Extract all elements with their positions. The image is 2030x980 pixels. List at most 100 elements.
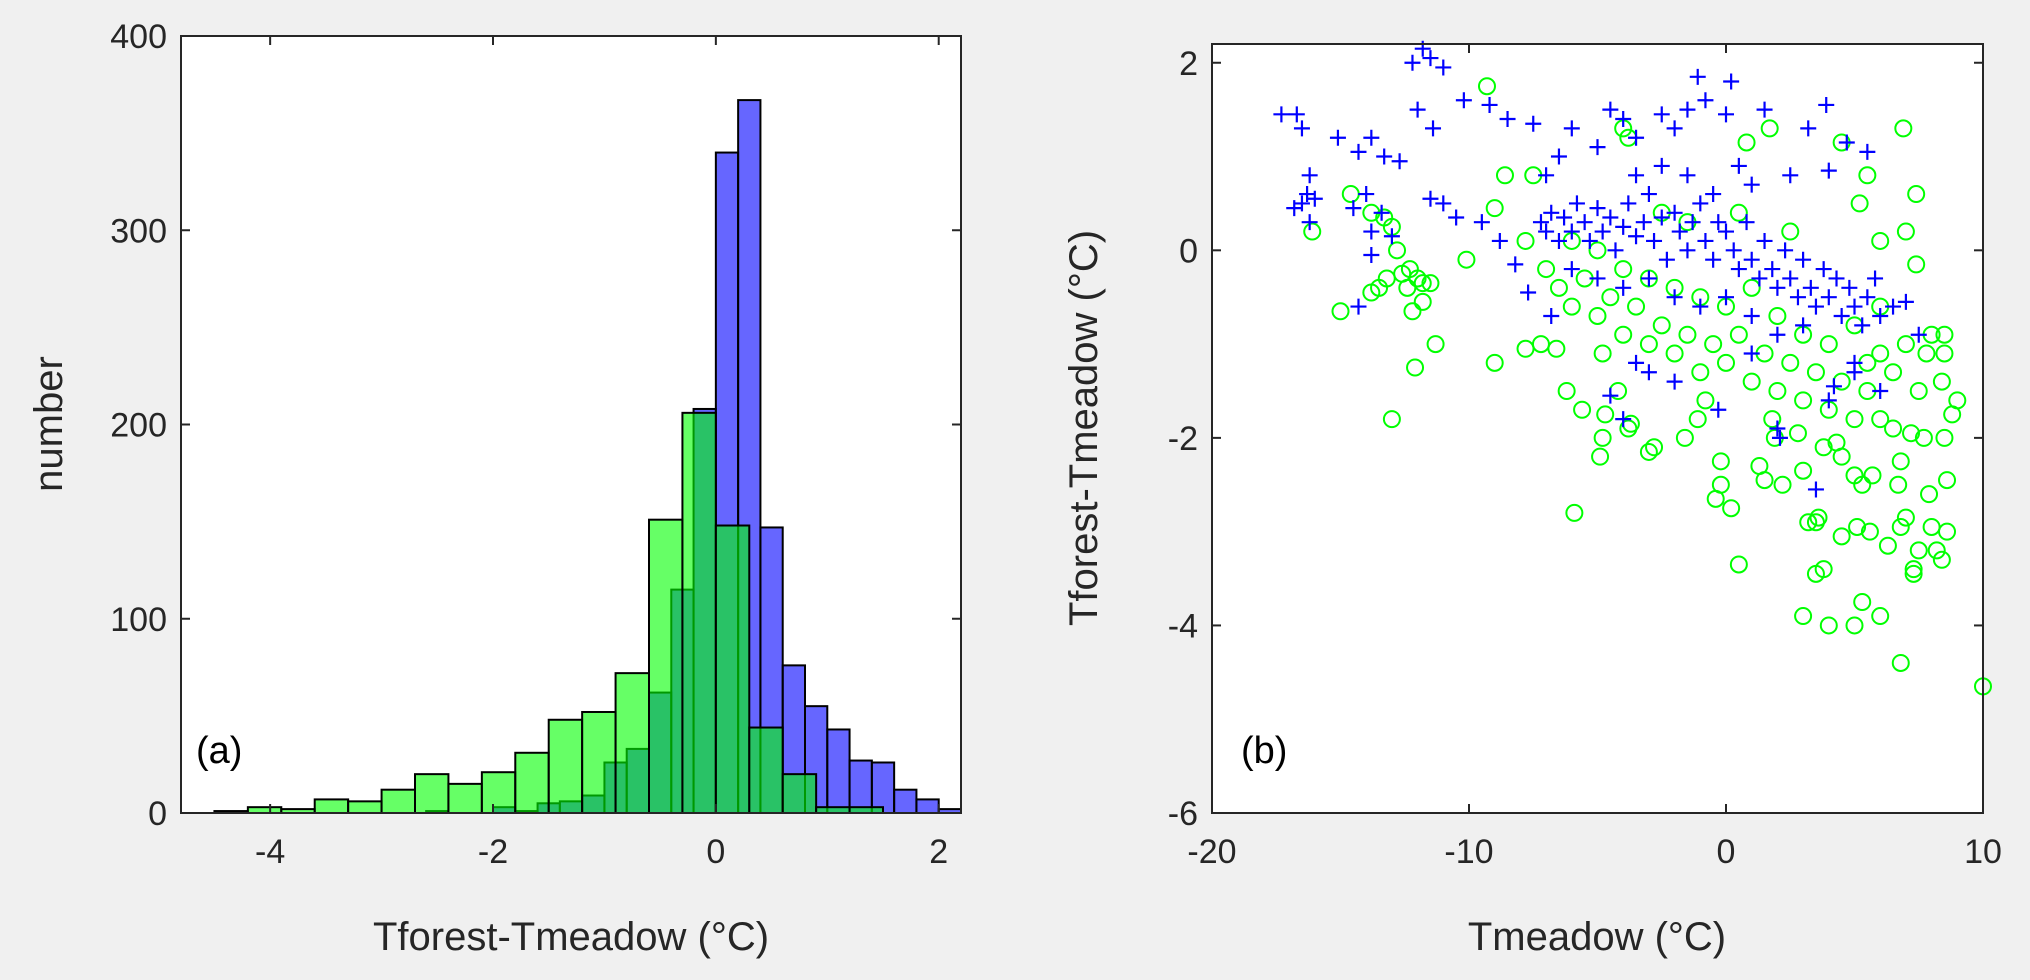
scatter-point-circle	[1485, 353, 1504, 372]
scatter-point-plus	[1563, 223, 1580, 240]
scatter-point-circle	[1639, 442, 1658, 461]
scatter-point-plus	[1628, 167, 1645, 184]
scatter-point-circle	[1871, 607, 1890, 626]
scatter-axes-box	[1211, 43, 1984, 814]
scatter-point-circle	[1920, 485, 1939, 504]
scatter-point-plus	[1859, 289, 1876, 306]
histogram-bar-green	[581, 710, 617, 814]
scatter-point-plus	[1607, 242, 1624, 259]
scatter-point-plus	[1782, 167, 1799, 184]
scatter-point-circle	[1896, 335, 1915, 354]
scatter-point-circle	[1696, 391, 1715, 410]
scatter-point-circle	[1495, 166, 1514, 185]
panel-label-b: (b)	[1241, 730, 1287, 772]
histogram-bar-green	[313, 798, 350, 815]
scatter-point-circle	[1935, 344, 1954, 363]
scatter-point-circle	[1863, 466, 1882, 485]
scatter-point-plus	[1499, 111, 1516, 128]
scatter-point-circle	[1729, 325, 1748, 344]
scatter-point-plus	[1363, 129, 1380, 146]
scatter-point-circle	[1639, 335, 1658, 354]
histogram-bar-blue	[870, 761, 896, 814]
scatter-point-circle	[1382, 410, 1401, 429]
scatter-point-plus	[1550, 232, 1567, 249]
scatter-point-circle	[1938, 522, 1957, 541]
scatter-y-tick-label: -6	[1168, 795, 1198, 833]
scatter-point-plus	[1705, 251, 1722, 268]
scatter-point-circle	[1884, 363, 1903, 382]
scatter-point-plus	[1615, 111, 1632, 128]
scatter-y-tick-label: -2	[1168, 420, 1198, 458]
scatter-point-plus	[1594, 223, 1611, 240]
scatter-point-plus	[1646, 232, 1663, 249]
scatter-point-plus	[1653, 209, 1670, 226]
scatter-point-circle	[1938, 471, 1957, 490]
scatter-point-plus	[1751, 270, 1768, 287]
scatter-y-tick-label: -4	[1168, 607, 1198, 645]
scatter-point-circle	[1627, 297, 1646, 316]
scatter-point-circle	[1565, 503, 1584, 522]
scatter-point-circle	[1814, 438, 1833, 457]
histogram-panel: -4 -2 0 2 0 100 200 300 400 (a) Tforest-Tmeadow …	[27, 18, 963, 959]
scatter-point-circle	[1562, 297, 1581, 316]
scatter-point-plus	[1769, 279, 1786, 296]
scatter-point-circle	[1421, 274, 1440, 293]
scatter-point-plus	[1602, 209, 1619, 226]
scatter-point-plus	[1658, 251, 1675, 268]
histogram-x-tick-label: -4	[255, 833, 285, 871]
scatter-point-plus	[1615, 411, 1632, 428]
scatter-point-circle	[1891, 653, 1910, 672]
scatter-point-plus	[1666, 204, 1683, 221]
scatter-point-plus	[1841, 279, 1858, 296]
scatter-point-plus	[1725, 242, 1742, 259]
scatter-point-plus	[1435, 195, 1452, 212]
scatter-point-plus	[1764, 261, 1781, 278]
scatter-point-circle	[1773, 475, 1792, 494]
scatter-point-circle	[1760, 119, 1779, 138]
histogram-bar-blue	[915, 798, 940, 815]
scatter-point-plus	[1288, 106, 1305, 123]
scatter-point-plus	[1543, 204, 1560, 221]
scatter-point-plus	[1491, 232, 1508, 249]
scatter-point-circle	[1907, 255, 1926, 274]
scatter-point-circle	[1588, 241, 1607, 260]
scatter-point-plus	[1807, 481, 1824, 498]
scatter-point-circle	[1871, 410, 1890, 429]
scatter-point-circle	[1768, 381, 1787, 400]
scatter-point-circle	[1722, 499, 1741, 518]
scatter-point-plus	[1769, 326, 1786, 343]
histogram-axes-box	[180, 35, 962, 814]
scatter-point-plus	[1666, 120, 1683, 137]
scatter-point-circle	[1426, 335, 1445, 354]
scatter-x-tick-label: -10	[1444, 833, 1493, 871]
scatter-point-plus	[1550, 148, 1567, 165]
scatter-point-plus	[1705, 186, 1722, 203]
scatter-point-circle	[1737, 133, 1756, 152]
scatter-point-plus	[1358, 186, 1375, 203]
scatter-point-circle	[1413, 274, 1432, 293]
scatter-point-plus	[1455, 92, 1472, 109]
scatter-point-plus	[1820, 289, 1837, 306]
scatter-point-circle	[1403, 302, 1422, 321]
histogram-bar-green	[514, 751, 550, 814]
scatter-point-circle	[1794, 391, 1813, 410]
scatter-point-plus	[1422, 50, 1439, 67]
histogram-y-tick-label: 400	[110, 18, 167, 56]
scatter-point-plus	[1710, 401, 1727, 418]
scatter-point-plus	[1910, 326, 1927, 343]
scatter-point-plus	[1538, 223, 1555, 240]
scatter-point-plus	[1628, 228, 1645, 245]
histogram-y-axis-label: number	[27, 356, 71, 492]
scatter-point-circle	[1516, 231, 1535, 250]
histogram-y-tick-label: 0	[148, 795, 167, 833]
scatter-point-plus	[1743, 307, 1760, 324]
histogram-bar-green	[781, 773, 818, 815]
scatter-point-plus	[1718, 223, 1734, 240]
scatter-point-plus	[1525, 115, 1542, 132]
scatter-point-plus	[1520, 284, 1537, 301]
scatter-point-plus	[1730, 261, 1747, 278]
scatter-point-circle	[1896, 222, 1915, 241]
scatter-point-plus	[1581, 232, 1598, 249]
scatter-point-plus	[1782, 270, 1799, 287]
scatter-point-circle	[1794, 607, 1813, 626]
